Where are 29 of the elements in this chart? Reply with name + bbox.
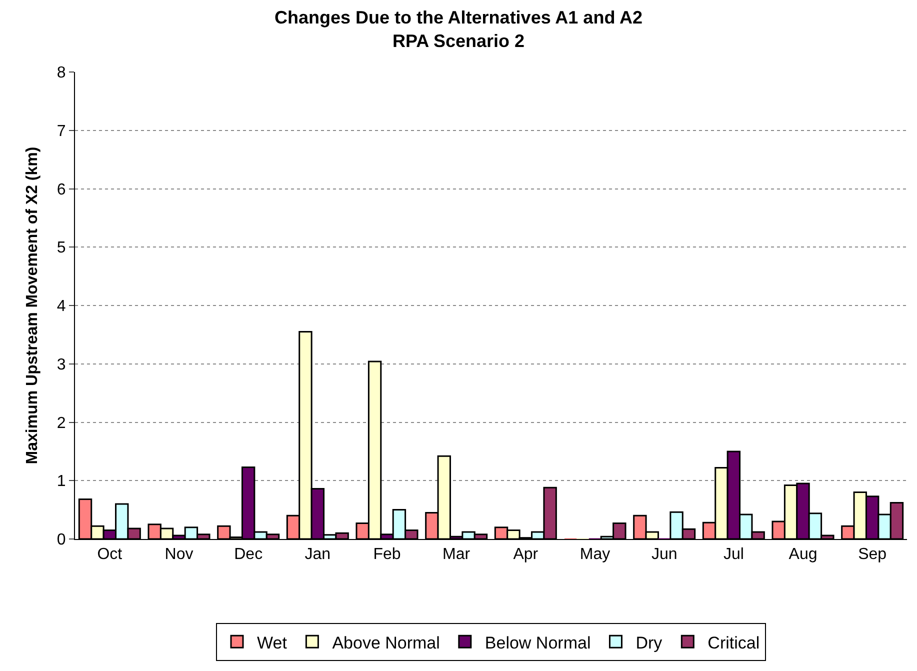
x-tick-label: Aug <box>788 546 818 564</box>
chart-subtitle: RPA Scenario 2 <box>392 30 525 51</box>
y-tick-label: 4 <box>56 298 66 316</box>
x-tick-label: Jul <box>723 546 744 564</box>
x-tick-label: Oct <box>97 546 123 564</box>
chart-title: Changes Due to the Alternatives A1 and A2 <box>274 7 643 28</box>
y-tick-label: 6 <box>56 181 66 198</box>
x-tick-label: Dec <box>234 546 263 564</box>
y-tick-label: 0 <box>56 532 66 549</box>
x-tick-label: Sep <box>858 546 887 564</box>
legend-label: Below Normal <box>484 633 591 652</box>
x-tick-label: Nov <box>164 546 194 564</box>
x-tick-label: May <box>580 546 610 564</box>
x-tick-label: Jan <box>304 546 331 564</box>
legend-label: Wet <box>257 633 288 652</box>
x-tick-label: Feb <box>373 546 401 564</box>
y-axis-title: Maximum Upstream Movement of X2 (km) <box>24 146 41 464</box>
x-tick-label: Apr <box>513 546 539 564</box>
y-tick-label: 5 <box>56 240 66 257</box>
y-tick-label: 1 <box>56 473 66 490</box>
y-tick-label: 2 <box>56 414 66 432</box>
y-tick-label: 3 <box>56 356 66 374</box>
x-tick-label: Jun <box>651 546 678 564</box>
y-tick-label: 8 <box>56 64 66 82</box>
legend-label: Dry <box>636 633 663 652</box>
legend-label: Above Normal <box>332 633 440 652</box>
legend-label: Critical <box>708 633 760 652</box>
x-tick-label: Mar <box>442 546 471 564</box>
y-tick-label: 7 <box>56 122 66 140</box>
